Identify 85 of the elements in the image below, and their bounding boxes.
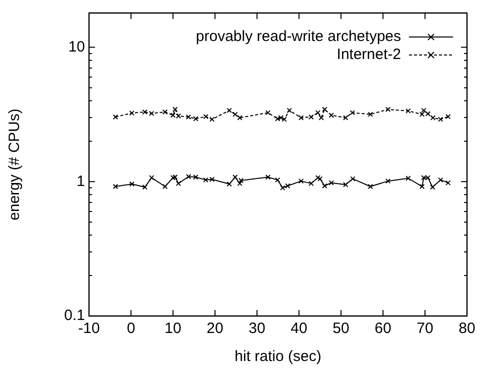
x-axis-title: hit ratio (sec)	[234, 348, 322, 366]
point	[226, 108, 232, 114]
point	[308, 180, 314, 186]
point	[343, 182, 348, 188]
point	[322, 183, 328, 189]
x-tick-label: 30	[248, 320, 266, 338]
y-tick-label: 10	[68, 38, 85, 56]
y-axis-title: energy (# CPUs)	[6, 108, 24, 220]
point	[282, 116, 287, 122]
x-tick-label: 80	[458, 320, 476, 338]
x-tick-label: 70	[416, 320, 434, 338]
point	[419, 184, 425, 190]
x-tick-label: 50	[332, 320, 350, 338]
point	[421, 175, 426, 180]
point	[172, 174, 178, 180]
point	[368, 184, 374, 190]
point	[350, 176, 356, 182]
point	[265, 110, 271, 116]
point	[430, 115, 436, 120]
point	[129, 110, 134, 116]
y-tick-label: 1	[76, 172, 85, 190]
point	[328, 180, 334, 186]
point	[232, 112, 238, 117]
point	[368, 112, 374, 117]
point	[280, 185, 286, 190]
legend-label: provably read-write archetypes	[196, 28, 401, 46]
point	[186, 174, 192, 180]
point	[237, 115, 242, 120]
point	[430, 184, 436, 190]
point	[209, 116, 215, 122]
x-tick-label: 0	[126, 320, 136, 338]
point	[274, 177, 280, 183]
point	[148, 175, 154, 180]
point	[186, 114, 192, 120]
point	[308, 114, 314, 120]
point	[238, 178, 244, 184]
point	[315, 110, 321, 116]
x-tick-label: 20	[206, 320, 224, 338]
point	[385, 106, 391, 112]
point	[318, 115, 324, 120]
point	[438, 116, 444, 122]
point	[162, 184, 168, 190]
legend-label: Internet-2	[336, 46, 401, 64]
point	[162, 109, 168, 115]
point	[445, 114, 451, 120]
point	[298, 115, 304, 120]
point	[203, 114, 208, 120]
point	[298, 178, 304, 184]
point	[286, 108, 292, 114]
point	[315, 175, 321, 180]
point	[406, 176, 411, 181]
point	[148, 110, 154, 116]
point	[317, 176, 323, 182]
point	[193, 174, 198, 180]
point	[421, 108, 426, 114]
point	[203, 177, 208, 183]
x-tick-label: 40	[290, 320, 308, 338]
point	[226, 181, 232, 187]
point	[209, 176, 215, 182]
point	[176, 180, 182, 186]
point	[438, 177, 444, 183]
point	[285, 183, 290, 189]
point	[142, 184, 148, 190]
point	[237, 180, 242, 186]
point	[419, 112, 425, 117]
point	[112, 114, 118, 120]
point	[385, 178, 391, 184]
point	[265, 174, 271, 180]
point	[425, 175, 431, 180]
point	[176, 113, 182, 119]
point	[406, 108, 411, 114]
point	[232, 174, 238, 180]
x-tick-label: 60	[374, 320, 392, 338]
point	[343, 115, 348, 120]
point	[328, 112, 334, 118]
point	[278, 115, 284, 120]
point	[193, 116, 198, 122]
point	[350, 110, 355, 116]
point	[129, 181, 134, 187]
point	[274, 116, 280, 122]
point	[170, 175, 176, 180]
point	[322, 106, 328, 112]
point	[142, 109, 148, 115]
x-tick-label: 10	[164, 320, 182, 338]
point	[425, 111, 431, 116]
